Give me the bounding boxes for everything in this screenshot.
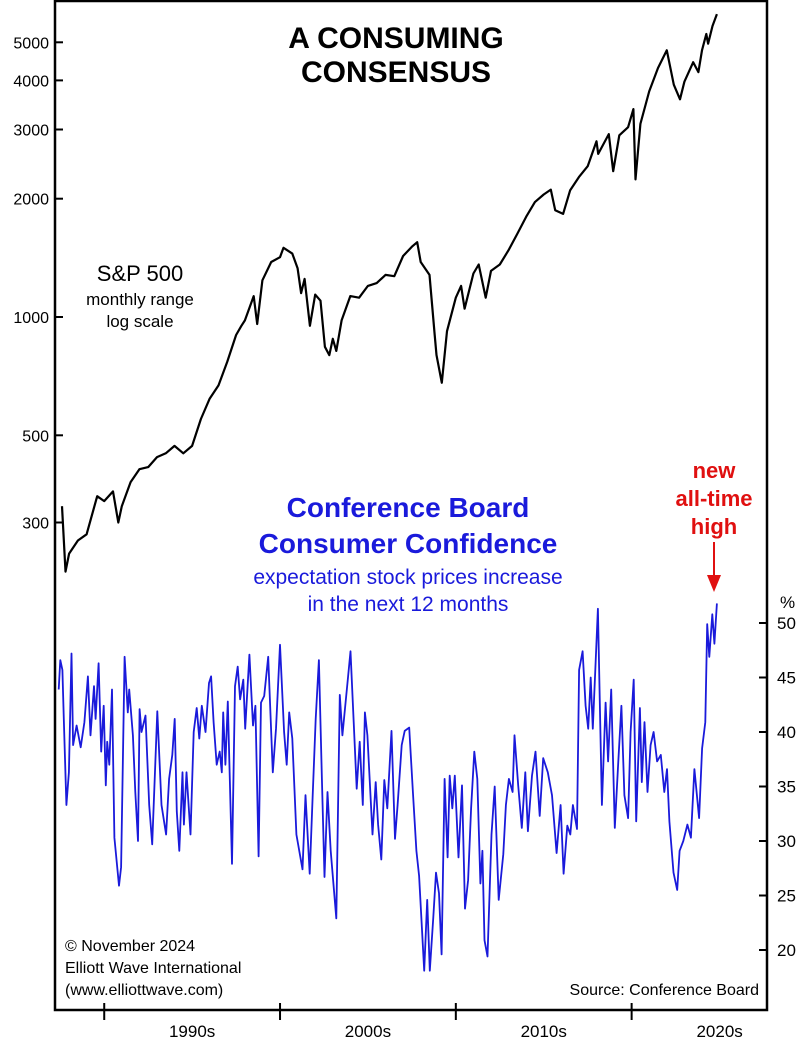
sp500-sublabel-2: log scale — [106, 312, 173, 331]
left-y-tick-label: 3000 — [13, 122, 49, 139]
x-tick-label: 1990s — [169, 1022, 215, 1041]
sp500-label: S&P 500 — [97, 261, 183, 286]
x-tick-label: 2000s — [345, 1022, 391, 1041]
plot-frame — [53, 0, 769, 1012]
chart-title-line-1: A CONSUMING — [288, 22, 504, 55]
plot-area — [57, 13, 718, 972]
left-y-tick-label: 300 — [22, 515, 49, 532]
sp500-line — [60, 13, 718, 573]
source-label: Source: Conference Board — [570, 982, 759, 999]
confidence-sublabel-2: in the next 12 months — [308, 593, 509, 616]
annotation-line-2: all-time — [675, 486, 752, 511]
right-y-tick-label: 50 — [777, 614, 796, 633]
x-tick-label: 2020s — [696, 1022, 742, 1041]
copyright-line-2: Elliott Wave International — [65, 960, 241, 977]
right-y-tick-label: 45 — [777, 669, 796, 688]
annotation-line-3: high — [691, 514, 737, 539]
right-y-tick-label: 40 — [777, 723, 796, 742]
percent-unit-label: % — [780, 593, 795, 612]
copyright-line-3: (www.elliottwave.com) — [65, 982, 223, 999]
left-y-tick-label: 4000 — [13, 73, 49, 90]
sp500-sublabel-1: monthly range — [86, 290, 194, 309]
annotation-line-1: new — [693, 458, 737, 483]
right-y-tick-label: 30 — [777, 832, 796, 851]
right-y-tick-label: 35 — [777, 778, 796, 797]
left-y-tick-label: 500 — [22, 428, 49, 445]
left-y-tick-label: 5000 — [13, 35, 49, 52]
confidence-label-2: Consumer Confidence — [259, 528, 558, 559]
right-y-tick-label: 20 — [777, 941, 796, 960]
left-y-tick-label: 2000 — [13, 192, 49, 209]
right-y-tick-label: 25 — [777, 887, 796, 906]
confidence-line — [57, 603, 718, 972]
chart-title-line-2: CONSENSUS — [301, 56, 491, 89]
confidence-sublabel-1: expectation stock prices increase — [253, 566, 562, 589]
confidence-label-1: Conference Board — [287, 492, 530, 523]
copyright-line-1: © November 2024 — [65, 938, 195, 955]
left-y-tick-label: 1000 — [13, 310, 49, 327]
x-tick-label: 2010s — [521, 1022, 567, 1041]
axes: 300 500 1000 2000 3000 4000 5000 20 25 30 35 40 45 50… — [13, 35, 796, 1041]
annotation-arrow-head — [707, 575, 721, 592]
